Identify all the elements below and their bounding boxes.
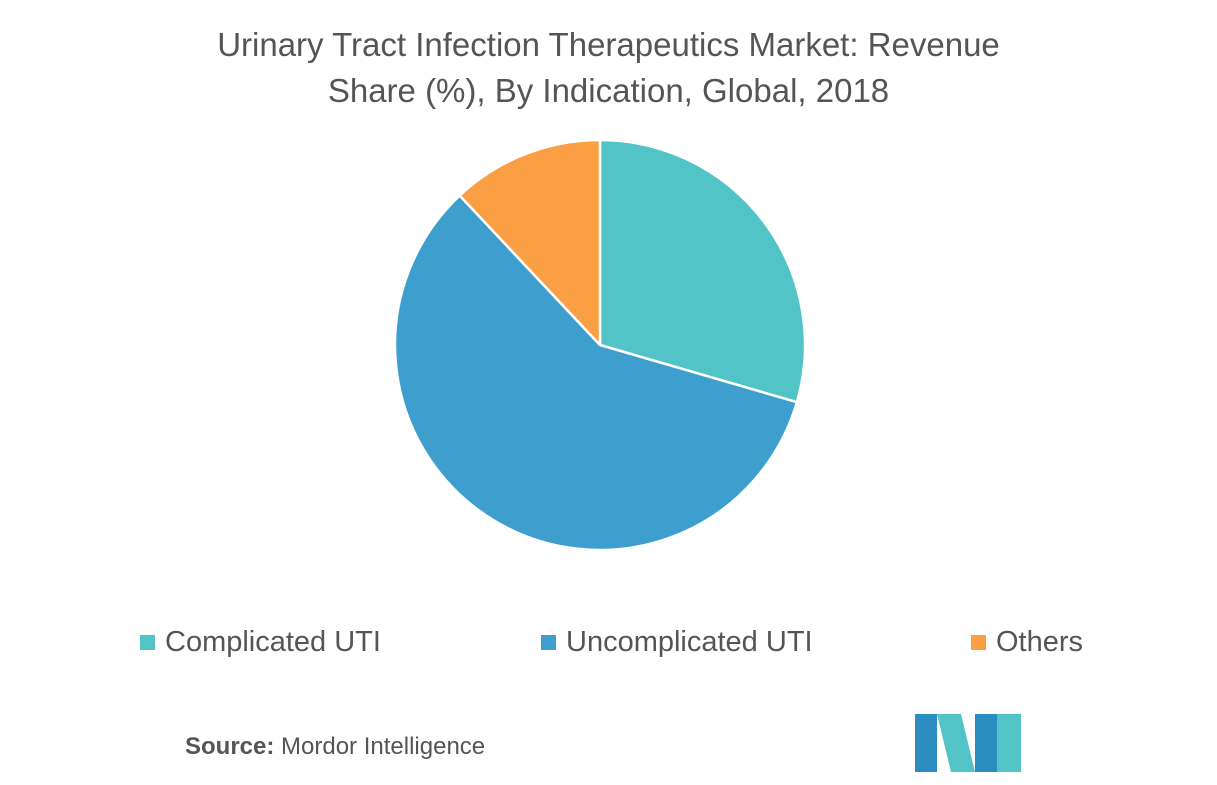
legend-swatch-complicated-uti	[140, 634, 155, 650]
legend-label-uncomplicated-uti: Uncomplicated UTI	[566, 625, 813, 658]
legend-label-complicated-uti: Complicated UTI	[165, 625, 381, 658]
source-key: Source:	[185, 733, 275, 760]
chart-legend: Complicated UTI Uncomplicated UTI Others	[0, 622, 1217, 662]
source-value: Mordor Intelligence	[281, 733, 486, 760]
pie-slice-others	[458, 138, 602, 347]
chart-title-line-2: Share (%), By Indication, Global, 2018	[327, 72, 890, 109]
chart-title: Urinary Tract Infection Therapeutics Mar…	[0, 22, 1217, 114]
pie-slice-complicated-uti	[598, 138, 807, 404]
legend-item-uncomplicated-uti: Uncomplicated UTI	[541, 622, 813, 662]
legend-label-others: Others	[996, 625, 1084, 658]
legend-swatch-others	[971, 634, 986, 650]
chart-title-line-1: Urinary Tract Infection Therapeutics Mar…	[217, 26, 1000, 63]
legend-item-complicated-uti: Complicated UTI	[140, 622, 381, 662]
mordor-intelligence-logo-icon	[915, 714, 1021, 772]
pie-slices	[393, 138, 807, 552]
pie-slice-uncomplicated-uti	[393, 194, 799, 552]
source-note: Source: Mordor Intelligence	[185, 733, 485, 761]
pie-chart	[393, 138, 807, 552]
legend-item-others: Others	[971, 622, 1083, 662]
legend-swatch-uncomplicated-uti	[541, 634, 556, 650]
